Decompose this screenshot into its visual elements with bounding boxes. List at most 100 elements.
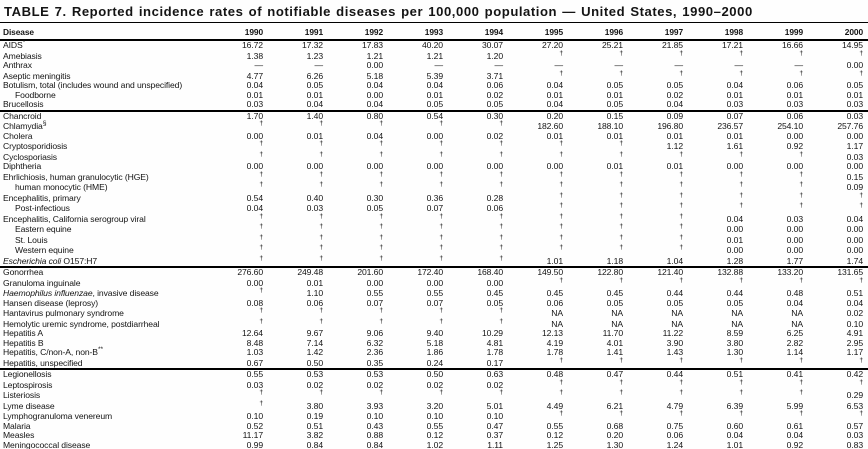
dagger-footnote-mark: † <box>739 356 743 364</box>
disease-name-cell: Lymphogranuloma venereum <box>3 411 113 421</box>
dagger-footnote-mark: † <box>619 69 623 77</box>
dagger-footnote-mark: † <box>619 191 623 199</box>
dagger-footnote-mark: † <box>799 378 803 386</box>
dagger-footnote-mark: † <box>259 307 263 314</box>
dagger-footnote-mark: † <box>799 410 803 417</box>
value-cell: 0.04 <box>786 430 803 440</box>
value-cell: 0.63 <box>486 369 503 379</box>
dagger-footnote-mark: † <box>499 150 503 158</box>
disease-name-cell: Diphtheria <box>3 161 42 171</box>
value-cell: † <box>268 171 328 183</box>
value-cell: NA <box>731 308 743 318</box>
dagger-footnote-mark: † <box>799 49 803 57</box>
value-cell: 4.91 <box>846 328 863 338</box>
value-cell: † <box>568 244 628 256</box>
dagger-footnote-mark: † <box>559 410 563 417</box>
value-cell: 3.80 <box>726 337 743 348</box>
value-cell: 0.01 <box>726 234 743 245</box>
value-cell: 0.15 <box>606 110 623 121</box>
dagger-footnote-mark: † <box>859 202 863 209</box>
value-cell: 0.04 <box>666 99 683 109</box>
dagger-footnote-mark: † <box>439 307 443 314</box>
dagger-footnote-mark: † <box>739 378 743 386</box>
value-cell: 6.32 <box>366 337 383 348</box>
value-cell: 0.05 <box>726 297 743 308</box>
table-section: AIDS* 16.72 17.32 17.83 40.20 30.07 27.20 25.21… <box>0 39 868 111</box>
dagger-footnote-mark: † <box>379 212 383 220</box>
value-cell: † <box>628 202 688 214</box>
year-column-header: 1992 <box>364 26 383 37</box>
value-cell: † <box>448 223 508 235</box>
value-cell: 0.10 <box>486 411 503 421</box>
value-cell: 1.14 <box>786 347 803 357</box>
value-cell: 17.21 <box>721 40 743 50</box>
value-cell: † <box>448 234 508 246</box>
year-column-header: 1990 <box>244 26 263 37</box>
value-cell: 0.01 <box>306 89 323 100</box>
value-cell: † <box>448 318 508 330</box>
table-row: Hansen disease (leprosy) 0.08 0.06 0.07 0.07… <box>0 297 868 309</box>
value-cell: 0.04 <box>846 297 863 308</box>
value-cell: 6.25 <box>786 328 803 338</box>
value-cell: † <box>268 120 328 132</box>
dagger-footnote-mark: † <box>559 244 563 251</box>
dagger-footnote-mark: † <box>499 212 503 220</box>
value-cell: † <box>688 151 748 163</box>
value-cell: — <box>734 60 744 70</box>
dagger-footnote-mark: † <box>439 244 443 251</box>
value-cell: 133.20 <box>777 267 803 277</box>
value-cell: 5.18 <box>426 337 443 348</box>
dagger-footnote-mark: † <box>679 49 683 57</box>
value-cell: 168.40 <box>477 267 503 277</box>
dagger-footnote-mark: † <box>499 389 503 396</box>
disease-name-cell: Chlamydia§ <box>3 120 47 131</box>
value-cell: 1.04 <box>666 255 683 266</box>
value-cell: † <box>388 171 448 183</box>
value-cell: † <box>208 151 268 163</box>
year-column-header: 1993 <box>424 26 443 37</box>
value-cell: 0.06 <box>786 110 803 121</box>
disease-name-cell: Malaria <box>3 420 31 431</box>
value-cell: † <box>328 181 388 193</box>
value-cell: 0.03 <box>306 203 323 213</box>
table-row: Cyclosporiasis † † † † † † † † † † 0.03 <box>0 150 868 163</box>
value-cell: 0.01 <box>666 130 683 141</box>
value-cell: † <box>508 202 568 214</box>
value-cell: 0.03 <box>846 151 863 162</box>
value-cell: 0.84 <box>366 439 383 449</box>
value-cell: 0.40 <box>306 192 323 203</box>
dagger-footnote-mark: † <box>739 202 743 209</box>
dagger-footnote-mark: † <box>559 150 563 158</box>
value-cell: † <box>628 213 688 225</box>
table-row: Lymphogranuloma venereum 0.10 0.19 0.10 0.10… <box>0 410 868 422</box>
value-cell: † <box>388 120 448 132</box>
value-cell: 0.00 <box>726 245 743 255</box>
dagger-footnote-mark: † <box>559 170 563 178</box>
disease-column-header: Disease <box>3 26 34 37</box>
value-cell: † <box>268 223 328 235</box>
value-cell: 196.80 <box>657 121 683 131</box>
dagger-footnote-mark: † <box>619 276 623 284</box>
value-cell: 0.51 <box>726 369 743 379</box>
value-cell: 0.03 <box>786 213 803 224</box>
dagger-footnote-mark: † <box>739 191 743 199</box>
dagger-footnote-mark: † <box>739 389 743 396</box>
value-cell: 0.04 <box>846 213 863 224</box>
value-cell: 0.04 <box>786 297 803 308</box>
dagger-footnote-mark: † <box>799 202 803 209</box>
value-cell: 0.75 <box>666 420 683 431</box>
value-cell: † <box>388 389 448 401</box>
dagger-footnote-mark: † <box>619 223 623 230</box>
value-cell: 1.30 <box>726 347 743 357</box>
value-cell: 16.72 <box>241 40 263 50</box>
value-cell: † <box>388 234 448 246</box>
value-cell: 0.43 <box>366 420 383 431</box>
table-row: Gonorrhea 276.60 249.48 201.60 172.40 168.40 1… <box>0 267 868 278</box>
value-cell: 1.01 <box>546 255 563 266</box>
value-cell: † <box>568 389 628 401</box>
value-cell: 0.06 <box>546 297 563 308</box>
value-cell: 0.10 <box>846 318 863 329</box>
dagger-footnote-mark: † <box>559 378 563 386</box>
value-cell: † <box>628 277 688 289</box>
value-cell: 0.06 <box>486 80 503 90</box>
